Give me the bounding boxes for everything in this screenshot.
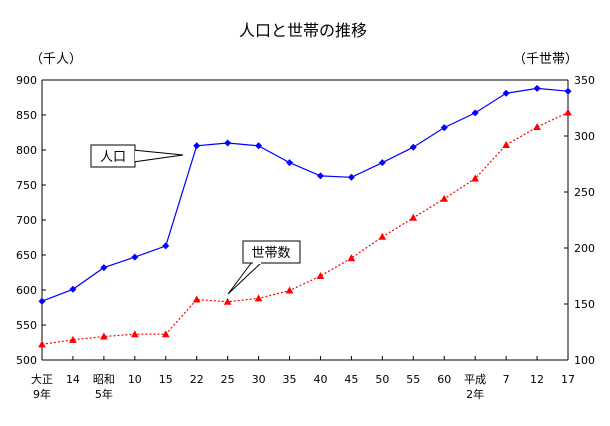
data-point-世帯数 <box>254 294 263 302</box>
data-point-世帯数 <box>69 335 77 343</box>
x-tick-label: 35 <box>283 373 297 386</box>
right-tick-label: 200 <box>574 242 595 255</box>
data-point-人口 <box>502 89 510 97</box>
data-point-人口 <box>131 253 139 261</box>
x-tick-label: 25 <box>221 373 235 386</box>
data-point-世帯数 <box>378 232 387 240</box>
callout-pointer-population <box>132 149 184 163</box>
x-tick-label: 2年 <box>466 387 484 401</box>
data-point-人口 <box>316 172 324 180</box>
data-point-人口 <box>409 143 417 151</box>
x-tick-label: 10 <box>128 373 142 386</box>
x-tick-label: 14 <box>66 373 80 386</box>
series-layer <box>38 84 572 348</box>
chart-title: 人口と世帯の推移 <box>239 21 367 40</box>
plot-area <box>42 80 568 360</box>
callout-join-households <box>253 261 261 264</box>
right-tick-label: 350 <box>574 74 595 87</box>
left-tick-label: 500 <box>16 354 37 367</box>
data-point-人口 <box>471 109 479 117</box>
x-tick-label: 40 <box>313 373 327 386</box>
data-point-世帯数 <box>440 194 449 202</box>
left-tick-label: 850 <box>16 109 37 122</box>
left-tick-label: 700 <box>16 214 37 227</box>
callout-label-households: 世帯数 <box>251 246 290 261</box>
data-point-世帯数 <box>285 286 294 294</box>
data-point-人口 <box>38 297 46 305</box>
data-point-人口 <box>69 285 77 293</box>
callout-label-population: 人口 <box>100 150 126 165</box>
left-tick-label: 550 <box>16 319 37 332</box>
x-tick-label: 昭和 <box>93 373 115 386</box>
data-point-人口 <box>564 87 572 95</box>
x-tick-label: 17 <box>561 373 575 386</box>
data-point-人口 <box>255 142 263 150</box>
data-point-人口 <box>347 173 355 181</box>
x-tick-label: 55 <box>406 373 420 386</box>
right-tick-label: 150 <box>574 298 595 311</box>
x-tick-label: 7 <box>503 373 510 386</box>
left-axis-unit-label: （千人） <box>30 52 82 67</box>
data-point-人口 <box>533 84 541 92</box>
left-tick-label: 900 <box>16 74 37 87</box>
right-tick-label: 300 <box>574 130 595 143</box>
right-tick-label: 100 <box>574 354 595 367</box>
data-point-人口 <box>440 124 448 132</box>
data-point-世帯数 <box>533 123 541 131</box>
callout-box-households <box>242 240 301 264</box>
x-tick-label: 大正 <box>31 372 53 386</box>
left-tick-label: 750 <box>16 179 37 192</box>
left-tick-label: 650 <box>16 249 37 262</box>
data-point-世帯数 <box>564 108 572 116</box>
x-tick-label: 平成 <box>464 373 486 386</box>
data-point-世帯数 <box>409 213 418 221</box>
data-point-世帯数 <box>223 297 232 305</box>
callout-pointer-households <box>227 261 264 295</box>
left-tick-label: 800 <box>16 144 37 157</box>
data-point-世帯数 <box>131 330 139 338</box>
left-axis-ticks: 500 550 600 650 700 750 800 850 900 <box>16 74 46 367</box>
x-tick-label: 45 <box>344 373 358 386</box>
x-tick-label: 12 <box>530 373 544 386</box>
x-tick-label: 60 <box>437 373 451 386</box>
data-point-世帯数 <box>100 332 108 340</box>
data-point-世帯数 <box>347 254 356 262</box>
data-point-世帯数 <box>502 140 510 148</box>
callout-join-population <box>135 151 137 161</box>
x-tick-label: 9年 <box>33 387 51 401</box>
x-tick-label: 22 <box>190 373 204 386</box>
data-point-世帯数 <box>192 295 201 303</box>
data-point-人口 <box>224 139 232 147</box>
x-tick-label: 5年 <box>95 387 113 401</box>
right-axis-ticks: 100 150 200 250 300 350 <box>564 74 595 367</box>
x-tick-label: 30 <box>252 373 266 386</box>
data-point-世帯数 <box>161 330 170 338</box>
data-point-人口 <box>193 142 201 150</box>
data-point-人口 <box>162 242 170 250</box>
left-tick-label: 600 <box>16 284 37 297</box>
data-point-世帯数 <box>471 174 479 182</box>
right-tick-label: 250 <box>574 186 595 199</box>
series-line-人口 <box>41 87 569 302</box>
series-line-世帯数 <box>41 111 569 345</box>
right-axis-unit-label: （千世帯） <box>513 52 578 67</box>
data-point-人口 <box>286 159 294 167</box>
data-point-人口 <box>378 159 386 167</box>
data-point-人口 <box>100 264 108 272</box>
x-tick-label: 15 <box>159 373 173 386</box>
x-tick-label: 50 <box>375 373 389 386</box>
data-point-世帯数 <box>38 340 46 348</box>
data-point-世帯数 <box>316 272 325 279</box>
